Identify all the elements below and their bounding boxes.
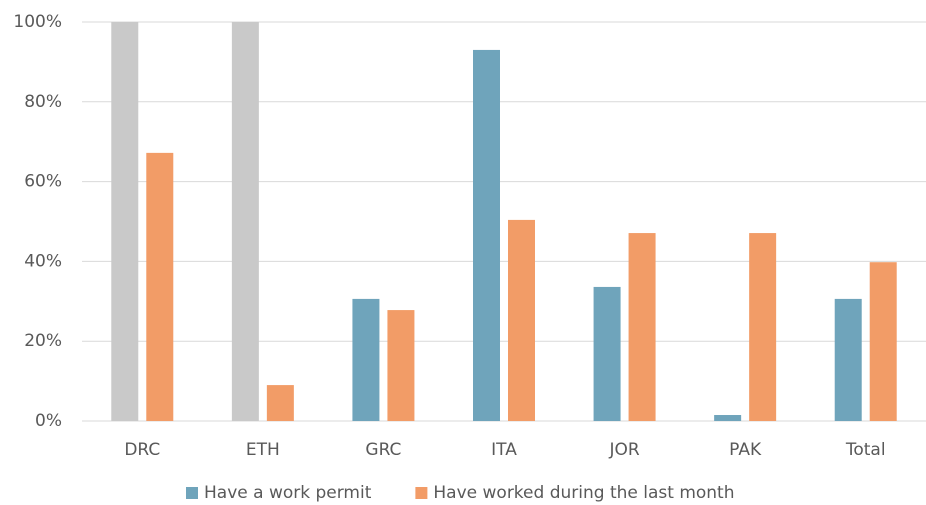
bar [593,286,621,421]
bar [473,49,500,422]
legend-swatch [186,487,198,499]
y-tick-label: 20% [24,331,62,351]
bar [352,298,380,421]
x-tick-label: DRC [124,440,160,460]
y-tick-label: 0% [35,411,62,431]
legend-swatch [415,487,428,499]
y-tick-label: 40% [24,251,62,271]
x-tick-label: ETH [246,440,280,460]
y-tick-label: 80% [24,92,62,112]
bar [231,22,259,421]
bar [146,152,174,421]
bar [628,233,656,421]
x-tick-label: GRC [365,440,401,460]
x-tick-label: Total [845,440,886,460]
legend-label: Have a work permit [204,483,372,503]
bar [869,262,897,421]
x-tick-label: JOR [608,440,639,460]
x-tick-label: PAK [729,440,762,460]
bar [111,22,139,421]
bar [714,415,742,421]
bar [508,219,535,421]
bar [834,298,862,421]
y-tick-label: 100% [13,12,62,32]
bar [387,310,415,421]
bar [266,385,294,421]
y-tick-label: 60% [24,172,62,192]
bar [749,233,777,421]
x-tick-label: ITA [491,440,517,460]
legend-label: Have worked during the last month [433,483,734,503]
